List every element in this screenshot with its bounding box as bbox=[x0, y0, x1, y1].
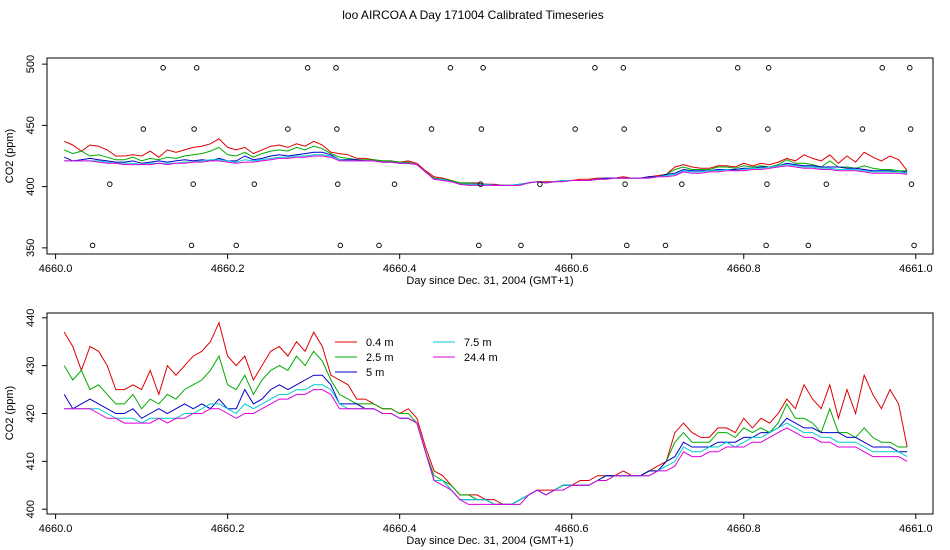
upper-scatter-point bbox=[907, 126, 914, 132]
legend-label-1: 0.4 m bbox=[366, 337, 394, 349]
lower-x-tick-label: 4660.0 bbox=[39, 523, 73, 535]
upper-y-tick-label: 400 bbox=[25, 177, 37, 195]
upper-scatter-point bbox=[823, 181, 830, 187]
upper-scatter-point bbox=[476, 242, 482, 249]
upper-scatter-point bbox=[764, 181, 770, 187]
upper-scatter-point bbox=[334, 181, 341, 187]
upper-scatter-point bbox=[480, 65, 486, 71]
figure-title: loo AIRCOA A Day 171004 Calibrated Times… bbox=[342, 8, 603, 22]
upper-scatter-point bbox=[477, 181, 484, 187]
lower-y-tick-label: 420 bbox=[25, 404, 37, 422]
upper-plot-frame bbox=[46, 57, 934, 255]
legend-label-5: 24.4 m bbox=[464, 352, 498, 364]
lower-series-line-2 bbox=[63, 350, 908, 505]
upper-scatter-point bbox=[478, 126, 485, 132]
lower-x-axis-label: Day since Dec. 31, 2004 (GMT+1) bbox=[406, 535, 573, 547]
lower-y-tick-label: 410 bbox=[25, 452, 37, 470]
upper-scatter-point bbox=[624, 242, 630, 249]
upper-scatter-point bbox=[334, 126, 340, 132]
lower-y-tick-label: 440 bbox=[25, 309, 37, 327]
lower-y-tick-label: 430 bbox=[25, 356, 37, 374]
upper-scatter-point bbox=[191, 126, 197, 132]
upper-x-tick-label: 4660.6 bbox=[555, 263, 589, 275]
upper-scatter-point bbox=[333, 65, 339, 71]
lower-x-tick-label: 4660.8 bbox=[727, 523, 761, 535]
lower-series-line-5 bbox=[64, 389, 908, 505]
upper-scatter-point bbox=[592, 65, 598, 71]
legend-label-4: 7.5 m bbox=[464, 337, 492, 349]
lower-panel: 4660.0 4660.2 4660.4 4660.6 4660.8 4661.0 400… bbox=[4, 309, 934, 547]
upper-scatter-point bbox=[376, 242, 382, 249]
upper-scatter-point bbox=[621, 126, 627, 132]
upper-scatter-point bbox=[89, 242, 96, 249]
upper-series-line-5 bbox=[64, 155, 908, 186]
upper-scatter-point bbox=[662, 242, 669, 249]
legend-label-3: 5 m bbox=[366, 367, 384, 379]
upper-y-tick-label: 350 bbox=[25, 239, 37, 257]
upper-scatter-point bbox=[908, 181, 915, 187]
upper-y-tick-label: 450 bbox=[25, 116, 37, 134]
upper-scatter-point bbox=[765, 65, 772, 71]
upper-scatter-point bbox=[107, 181, 113, 187]
upper-x-tick-label: 4660.2 bbox=[211, 263, 245, 275]
upper-scatter-point bbox=[337, 242, 344, 249]
upper-scatter-point bbox=[537, 181, 543, 187]
upper-scatter-point bbox=[911, 242, 917, 249]
upper-x-tick-label: 4660.4 bbox=[383, 263, 417, 275]
upper-panel: 4660.0 4660.2 4660.4 4660.6 4660.8 4661.0 350… bbox=[4, 55, 934, 287]
upper-scatter-point bbox=[251, 181, 258, 187]
upper-scatter-point bbox=[304, 65, 311, 71]
upper-scatter-point bbox=[859, 126, 866, 132]
legend-label-2: 2.5 m bbox=[366, 352, 394, 364]
upper-scatter-point bbox=[285, 126, 291, 132]
upper-scatter-point bbox=[765, 126, 771, 132]
upper-y-tick-label: 500 bbox=[25, 55, 37, 73]
upper-scatter-point bbox=[907, 65, 913, 71]
upper-scatter-point bbox=[679, 181, 685, 187]
upper-scatter-point bbox=[428, 126, 435, 132]
upper-scatter-point bbox=[805, 242, 812, 249]
upper-scatter-point bbox=[879, 65, 885, 71]
upper-x-tick-label: 4661.0 bbox=[899, 263, 933, 275]
upper-scatter-point bbox=[233, 242, 239, 249]
upper-scatter-point bbox=[763, 242, 769, 249]
upper-scatter-point bbox=[188, 242, 195, 249]
lower-series-line-3 bbox=[63, 374, 908, 505]
upper-scatter-point bbox=[391, 181, 398, 187]
lower-series-line-4 bbox=[64, 384, 908, 505]
upper-scatter-point bbox=[716, 126, 722, 132]
upper-x-tick-label: 4660.8 bbox=[727, 263, 761, 275]
upper-scatter-point bbox=[734, 65, 741, 71]
upper-scatter-point bbox=[190, 181, 196, 187]
legend: 0.4 m 2.5 m 5 m 7.5 m 24.4 m bbox=[335, 337, 498, 379]
upper-series-line-3 bbox=[64, 151, 908, 186]
upper-scatter-point bbox=[160, 65, 166, 71]
upper-scatter-point bbox=[447, 65, 454, 71]
lower-x-tick-label: 4660.6 bbox=[555, 523, 589, 535]
upper-x-tick-label: 4660.0 bbox=[39, 263, 73, 275]
lower-x-tick-label: 4661.0 bbox=[899, 523, 933, 535]
upper-scatter-point bbox=[518, 242, 524, 249]
upper-scatter-point bbox=[572, 126, 578, 132]
upper-scatter-point bbox=[622, 181, 628, 187]
lower-x-tick-label: 4660.4 bbox=[383, 523, 417, 535]
upper-y-axis-label: CO2 (ppm) bbox=[4, 129, 16, 183]
upper-series-line-4 bbox=[64, 154, 908, 186]
lower-y-axis-label: CO2 (ppm) bbox=[4, 386, 16, 440]
upper-scatter-point bbox=[620, 65, 627, 71]
lower-y-tick-label: 400 bbox=[25, 500, 37, 518]
upper-scatter-point bbox=[140, 126, 147, 132]
upper-scatter-point bbox=[193, 65, 200, 71]
lower-x-tick-label: 4660.2 bbox=[211, 523, 245, 535]
upper-x-axis-label: Day since Dec. 31, 2004 (GMT+1) bbox=[406, 275, 573, 287]
